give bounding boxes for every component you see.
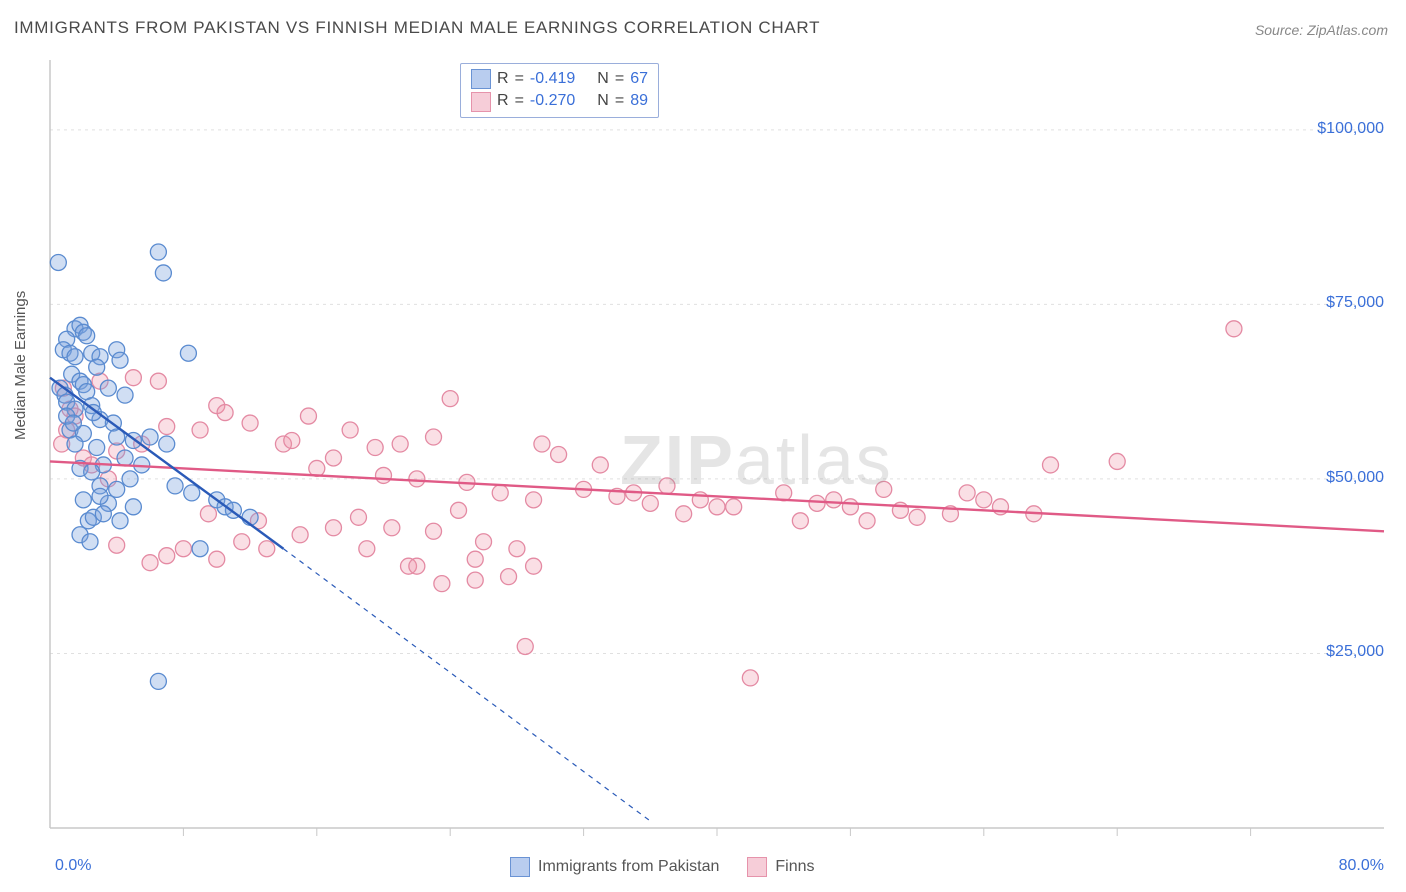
source-attribution: Source: ZipAtlas.com xyxy=(1255,22,1388,38)
legend-label-finns: Finns xyxy=(775,858,814,876)
correlation-stats-box: R = -0.419 N = 67 R = -0.270 N = 89 xyxy=(460,63,659,118)
x-axis-max-label: 80.0% xyxy=(1339,857,1384,875)
r-value-pakistan: -0.419 xyxy=(530,68,575,90)
y-tick-label: $75,000 xyxy=(1326,294,1384,312)
chart-title: IMMIGRANTS FROM PAKISTAN VS FINNISH MEDI… xyxy=(14,18,820,38)
swatch-finns xyxy=(471,92,491,112)
r-label: R xyxy=(497,90,509,112)
r-value-finns: -0.270 xyxy=(530,90,575,112)
legend-label-pakistan: Immigrants from Pakistan xyxy=(538,858,719,876)
equals: = xyxy=(615,68,624,90)
legend-item-pakistan: Immigrants from Pakistan xyxy=(510,857,719,877)
n-label: N xyxy=(597,68,609,90)
n-value-pakistan: 67 xyxy=(630,68,648,90)
equals: = xyxy=(515,90,524,112)
y-tick-label: $25,000 xyxy=(1326,643,1384,661)
equals: = xyxy=(515,68,524,90)
source-value: ZipAtlas.com xyxy=(1307,22,1388,38)
y-axis-label: Median Male Earnings xyxy=(12,291,29,440)
stats-row-pakistan: R = -0.419 N = 67 xyxy=(471,68,648,90)
scatter-chart-svg xyxy=(48,58,1386,858)
equals: = xyxy=(615,90,624,112)
n-label: N xyxy=(597,90,609,112)
y-tick-label: $100,000 xyxy=(1317,120,1384,138)
swatch-pakistan xyxy=(510,857,530,877)
r-label: R xyxy=(497,68,509,90)
swatch-pakistan xyxy=(471,69,491,89)
stats-row-finns: R = -0.270 N = 89 xyxy=(471,90,648,112)
chart-area xyxy=(48,58,1386,858)
series-legend: Immigrants from Pakistan Finns xyxy=(510,857,815,877)
x-axis-min-label: 0.0% xyxy=(55,857,91,875)
swatch-finns xyxy=(747,857,767,877)
n-value-finns: 89 xyxy=(630,90,648,112)
y-tick-label: $50,000 xyxy=(1326,469,1384,487)
legend-item-finns: Finns xyxy=(747,857,814,877)
source-label: Source: xyxy=(1255,22,1303,38)
